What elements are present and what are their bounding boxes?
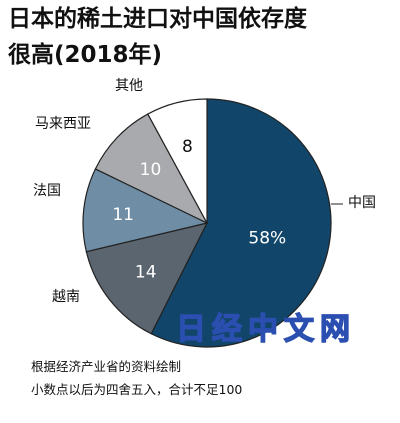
pie-slice-france (82, 168, 209, 253)
chart-title-line-1: 日本的稀土进口对中国依存度 (8, 6, 307, 32)
watermark-logo: 日经中文网 (175, 312, 356, 347)
chart-title-line-2: 很高(2018年) (8, 42, 163, 68)
pie-slice-malaysia (94, 113, 209, 225)
slice-label-vietnam: 越南 (52, 289, 80, 305)
data-label-france: 11 (112, 205, 134, 225)
data-label-malaysia: 10 (140, 160, 162, 180)
data-label-other: 8 (182, 137, 193, 157)
slice-label-malaysia: 马来西亚 (35, 116, 91, 132)
slice-label-china: 中国 (348, 195, 376, 211)
rounding-note: 小数点以后为四舍五入，合计不足100 (31, 382, 243, 397)
pie-slice-other (146, 98, 208, 224)
source-note: 根据经济产业省的资料绘制 (31, 359, 182, 374)
slice-label-france: 法国 (33, 183, 61, 199)
slice-label-other: 其他 (115, 78, 143, 94)
pie-slice-china (150, 98, 332, 348)
data-label-china: 58% (248, 228, 286, 248)
pie-slice-vietnam (85, 222, 209, 335)
data-label-vietnam: 14 (135, 262, 157, 282)
